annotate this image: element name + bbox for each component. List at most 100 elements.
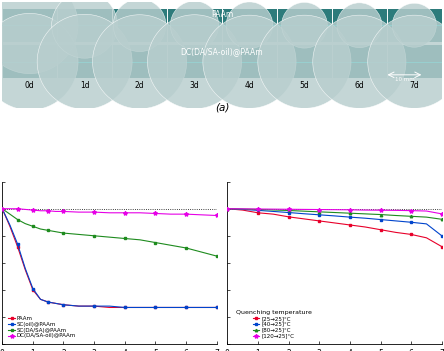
Text: DC(DA/SA-oil)@PAAm: DC(DA/SA-oil)@PAAm [181, 47, 263, 56]
[40→25]°C [363, 216, 368, 220]
PAAm [45, 300, 51, 304]
Ellipse shape [37, 14, 132, 109]
Text: 3d: 3d [190, 81, 199, 90]
Text: 2d: 2d [135, 81, 144, 90]
[25→25]°C [286, 215, 291, 219]
[40→25]°C [301, 212, 307, 216]
Ellipse shape [0, 0, 78, 74]
SC(oil)@PAAm [45, 300, 51, 304]
[80→25]°C [271, 208, 276, 212]
PAAm [183, 305, 189, 310]
SC(DA/SA)@PAAm [7, 212, 12, 216]
[80→25]°C [301, 209, 307, 213]
SC(oil)@PAAm [183, 305, 189, 310]
[120→25]°C [378, 208, 383, 212]
SC(DA/SA)@PAAm [153, 240, 158, 245]
SC(DA/SA)@PAAm [61, 231, 66, 235]
[25→25]°C [225, 207, 230, 211]
PAAm [122, 305, 127, 310]
[120→25]°C [240, 207, 246, 211]
Ellipse shape [52, 0, 118, 58]
SC(oil)@PAAm [53, 301, 59, 305]
SC(DA/SA)@PAAm [38, 227, 43, 231]
[40→25]°C [225, 207, 230, 211]
[25→25]°C [271, 212, 276, 216]
Ellipse shape [92, 15, 186, 109]
SC(DA/SA)@PAAm [183, 246, 189, 250]
SC(DA/SA)@PAAm [30, 224, 36, 229]
SC(DA/SA)@PAAm [107, 235, 112, 239]
PAAm [7, 224, 12, 229]
SC(DA/SA)@PAAm [137, 238, 143, 242]
PAAm [198, 305, 204, 310]
SC(DA/SA)@PAAm [23, 221, 28, 226]
[40→25]°C [347, 215, 353, 219]
[80→25]°C [424, 215, 429, 219]
[25→25]°C [363, 225, 368, 229]
DC(DA/SA-oil)@PAAm [107, 211, 112, 215]
SC(oil)@PAAm [61, 303, 66, 307]
SC(DA/SA)@PAAm [168, 243, 173, 247]
SC(DA/SA)@PAAm [214, 254, 219, 258]
[120→25]°C [439, 212, 444, 216]
[120→25]°C [393, 208, 399, 212]
[40→25]°C [332, 214, 337, 218]
Text: 6d: 6d [354, 81, 364, 90]
[25→25]°C [332, 221, 337, 225]
PAAm [168, 305, 173, 310]
SC(DA/SA)@PAAm [0, 207, 5, 211]
[25→25]°C [439, 245, 444, 249]
SC(oil)@PAAm [91, 304, 97, 308]
[40→25]°C [255, 208, 261, 212]
Line: SC(oil)@PAAm: SC(oil)@PAAm [1, 207, 218, 309]
Text: PAAm: PAAm [211, 11, 233, 19]
[120→25]°C [317, 207, 322, 212]
SC(oil)@PAAm [7, 223, 12, 227]
PAAm [0, 207, 5, 211]
Line: PAAm: PAAm [1, 207, 218, 309]
SC(oil)@PAAm [107, 304, 112, 308]
SC(DA/SA)@PAAm [91, 234, 97, 238]
[80→25]°C [317, 210, 322, 214]
[120→25]°C [347, 208, 353, 212]
Line: [25→25]°C: [25→25]°C [226, 207, 443, 248]
Text: 1d: 1d [80, 81, 89, 90]
[120→25]°C [332, 207, 337, 212]
DC(DA/SA-oil)@PAAm [183, 212, 189, 216]
DC(DA/SA-oil)@PAAm [15, 207, 20, 211]
PAAm [91, 304, 97, 308]
SC(oil)@PAAm [0, 207, 5, 211]
SC(oil)@PAAm [137, 305, 143, 310]
[80→25]°C [225, 207, 230, 211]
DC(DA/SA-oil)@PAAm [0, 207, 5, 211]
[25→25]°C [408, 232, 414, 237]
SC(oil)@PAAm [153, 305, 158, 310]
Text: (a): (a) [215, 102, 229, 113]
[80→25]°C [286, 208, 291, 213]
Ellipse shape [313, 15, 406, 108]
Ellipse shape [226, 2, 273, 48]
SC(oil)@PAAm [30, 286, 36, 291]
[80→25]°C [408, 214, 414, 218]
SC(oil)@PAAm [23, 266, 28, 270]
[25→25]°C [347, 223, 353, 227]
Line: [80→25]°C: [80→25]°C [226, 207, 443, 220]
DC(DA/SA-oil)@PAAm [137, 211, 143, 215]
[40→25]°C [271, 209, 276, 213]
Line: [40→25]°C: [40→25]°C [226, 207, 443, 237]
SC(oil)@PAAm [38, 297, 43, 302]
[40→25]°C [286, 210, 291, 214]
[40→25]°C [240, 207, 246, 212]
SC(oil)@PAAm [122, 305, 127, 310]
[120→25]°C [286, 207, 291, 211]
Ellipse shape [258, 15, 351, 108]
SC(oil)@PAAm [168, 305, 173, 310]
SC(oil)@PAAm [214, 305, 219, 310]
[25→25]°C [301, 217, 307, 221]
Ellipse shape [203, 15, 296, 108]
DC(DA/SA-oil)@PAAm [61, 209, 66, 213]
[40→25]°C [378, 218, 383, 222]
[80→25]°C [332, 210, 337, 214]
[40→25]°C [439, 234, 444, 238]
DC(DA/SA-oil)@PAAm [168, 212, 173, 216]
